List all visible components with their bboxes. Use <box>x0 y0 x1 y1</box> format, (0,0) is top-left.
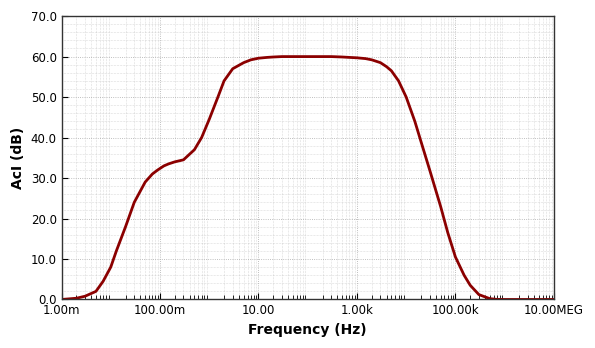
X-axis label: Frequency (Hz): Frequency (Hz) <box>248 323 367 337</box>
Y-axis label: AcI (dB): AcI (dB) <box>11 127 25 189</box>
